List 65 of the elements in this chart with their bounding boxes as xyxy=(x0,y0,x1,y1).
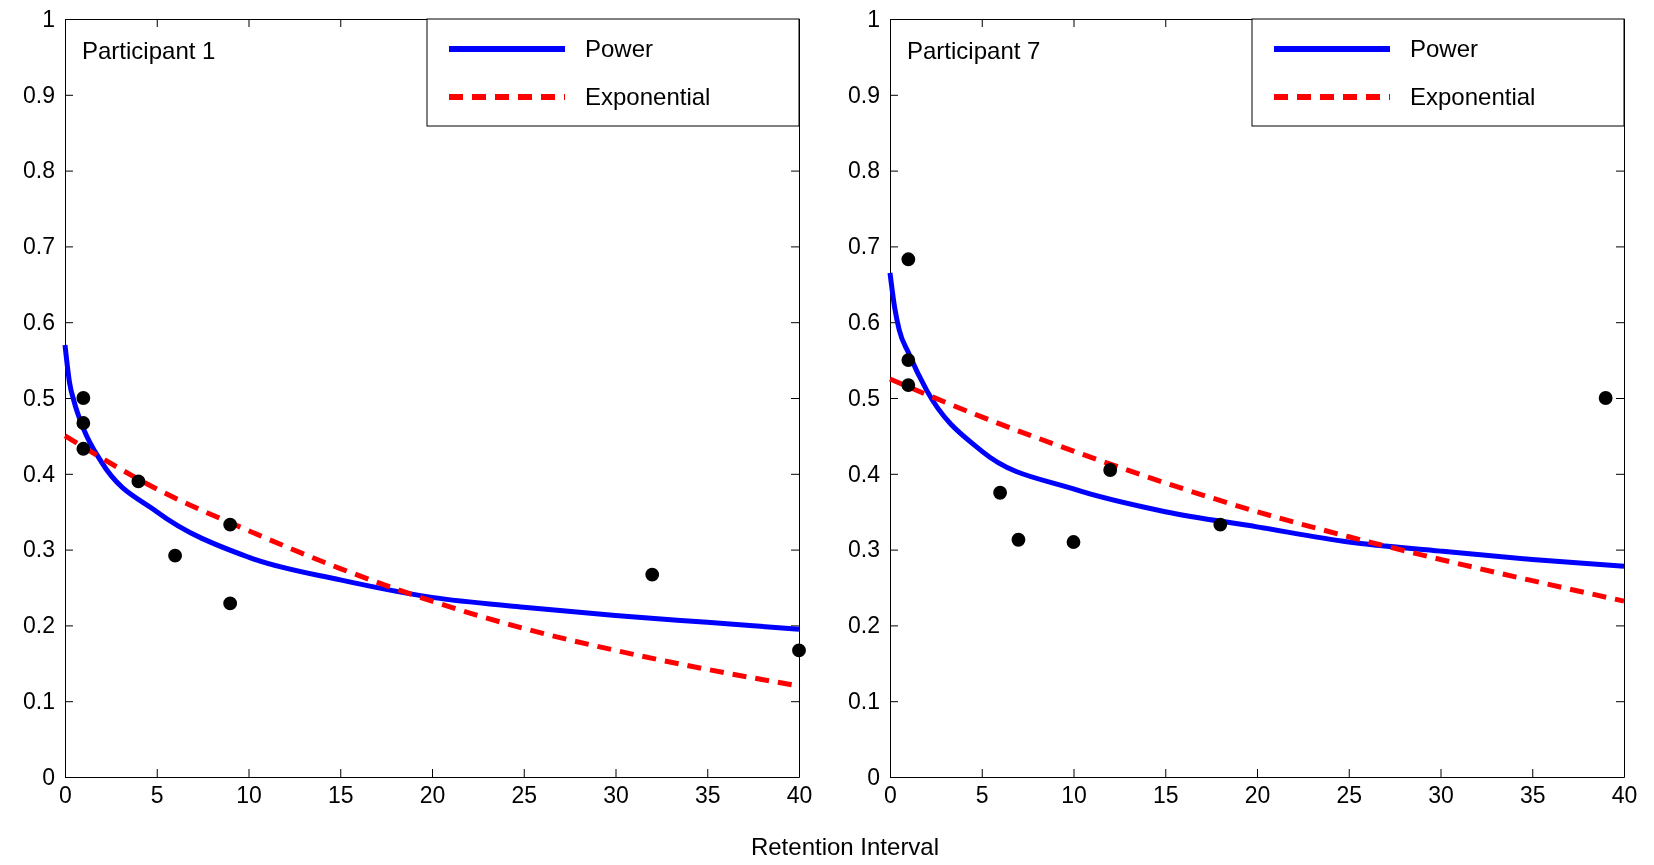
x-tick-label: 5 xyxy=(975,782,989,809)
x-tick-label: 30 xyxy=(1428,782,1454,809)
y-tick-label: 0.7 xyxy=(848,233,880,260)
x-tick-label: 10 xyxy=(1061,782,1087,809)
x-axis-title: Retention Interval xyxy=(750,833,940,860)
point xyxy=(792,643,806,658)
x-tick-label: 15 xyxy=(327,782,354,809)
y-tick-label: 0.6 xyxy=(23,309,55,336)
x-tick-label: 0 xyxy=(884,782,897,809)
text: Participant 1 xyxy=(82,37,216,64)
point xyxy=(76,416,91,430)
x-tick-label: 35 xyxy=(694,782,721,809)
y-tick-label: 0.9 xyxy=(23,81,55,108)
legend-label: Exponential xyxy=(585,83,711,110)
point xyxy=(1213,517,1228,532)
y-tick-label: 0.9 xyxy=(848,81,880,108)
x-tick-label: 25 xyxy=(1336,782,1363,809)
x-tick-label: 15 xyxy=(1152,782,1179,809)
y-tick-label: 1 xyxy=(42,5,55,32)
point xyxy=(223,517,238,532)
point xyxy=(901,353,916,367)
point xyxy=(76,391,91,405)
x-tick-label: 40 xyxy=(786,782,813,809)
text: Participant 7 xyxy=(907,37,1041,64)
point xyxy=(76,441,91,456)
x-tick-label: 40 xyxy=(1611,782,1638,809)
x-tick-label: 0 xyxy=(59,782,72,809)
point xyxy=(1066,535,1081,549)
point xyxy=(901,252,916,267)
y-tick-label: 0.4 xyxy=(848,460,881,487)
y-tick-label: 0 xyxy=(867,763,880,790)
legend-label: Power xyxy=(585,35,654,62)
y-tick-label: 0.6 xyxy=(848,309,880,336)
y-tick-label: 0.1 xyxy=(848,688,880,715)
y-tick-label: 0.3 xyxy=(848,536,880,563)
point xyxy=(131,474,146,489)
x-tick-label: 30 xyxy=(603,782,629,809)
x-tick-label: 35 xyxy=(1519,782,1546,809)
y-tick-label: 0.8 xyxy=(23,157,55,184)
y-tick-label: 0.4 xyxy=(23,460,56,487)
x-tick-label: 20 xyxy=(1244,782,1271,809)
point xyxy=(223,596,238,611)
y-tick-label: 0 xyxy=(42,763,55,790)
y-tick-label: 0.5 xyxy=(23,384,55,411)
y-tick-label: 0.5 xyxy=(848,384,880,411)
y-tick-label: 0.2 xyxy=(23,612,55,639)
x-tick-label: 5 xyxy=(150,782,164,809)
y-tick-label: 0.3 xyxy=(23,536,55,563)
x-tick-label: 25 xyxy=(511,782,538,809)
point xyxy=(1103,463,1118,477)
y-tick-label: 0.2 xyxy=(848,612,880,639)
x-tick-label: 10 xyxy=(236,782,262,809)
point xyxy=(901,378,916,393)
point xyxy=(168,548,183,563)
point xyxy=(993,485,1008,500)
legend-label: Exponential xyxy=(1410,83,1536,110)
point xyxy=(1011,532,1026,547)
y-tick-label: 0.7 xyxy=(23,233,55,260)
y-tick-label: 0.1 xyxy=(23,688,55,715)
y-tick-label: 0.8 xyxy=(848,157,880,184)
y-tick-label: 1 xyxy=(867,5,880,32)
point xyxy=(645,567,660,582)
x-tick-label: 20 xyxy=(419,782,446,809)
point xyxy=(1598,391,1613,405)
legend-label: Power xyxy=(1410,35,1479,62)
